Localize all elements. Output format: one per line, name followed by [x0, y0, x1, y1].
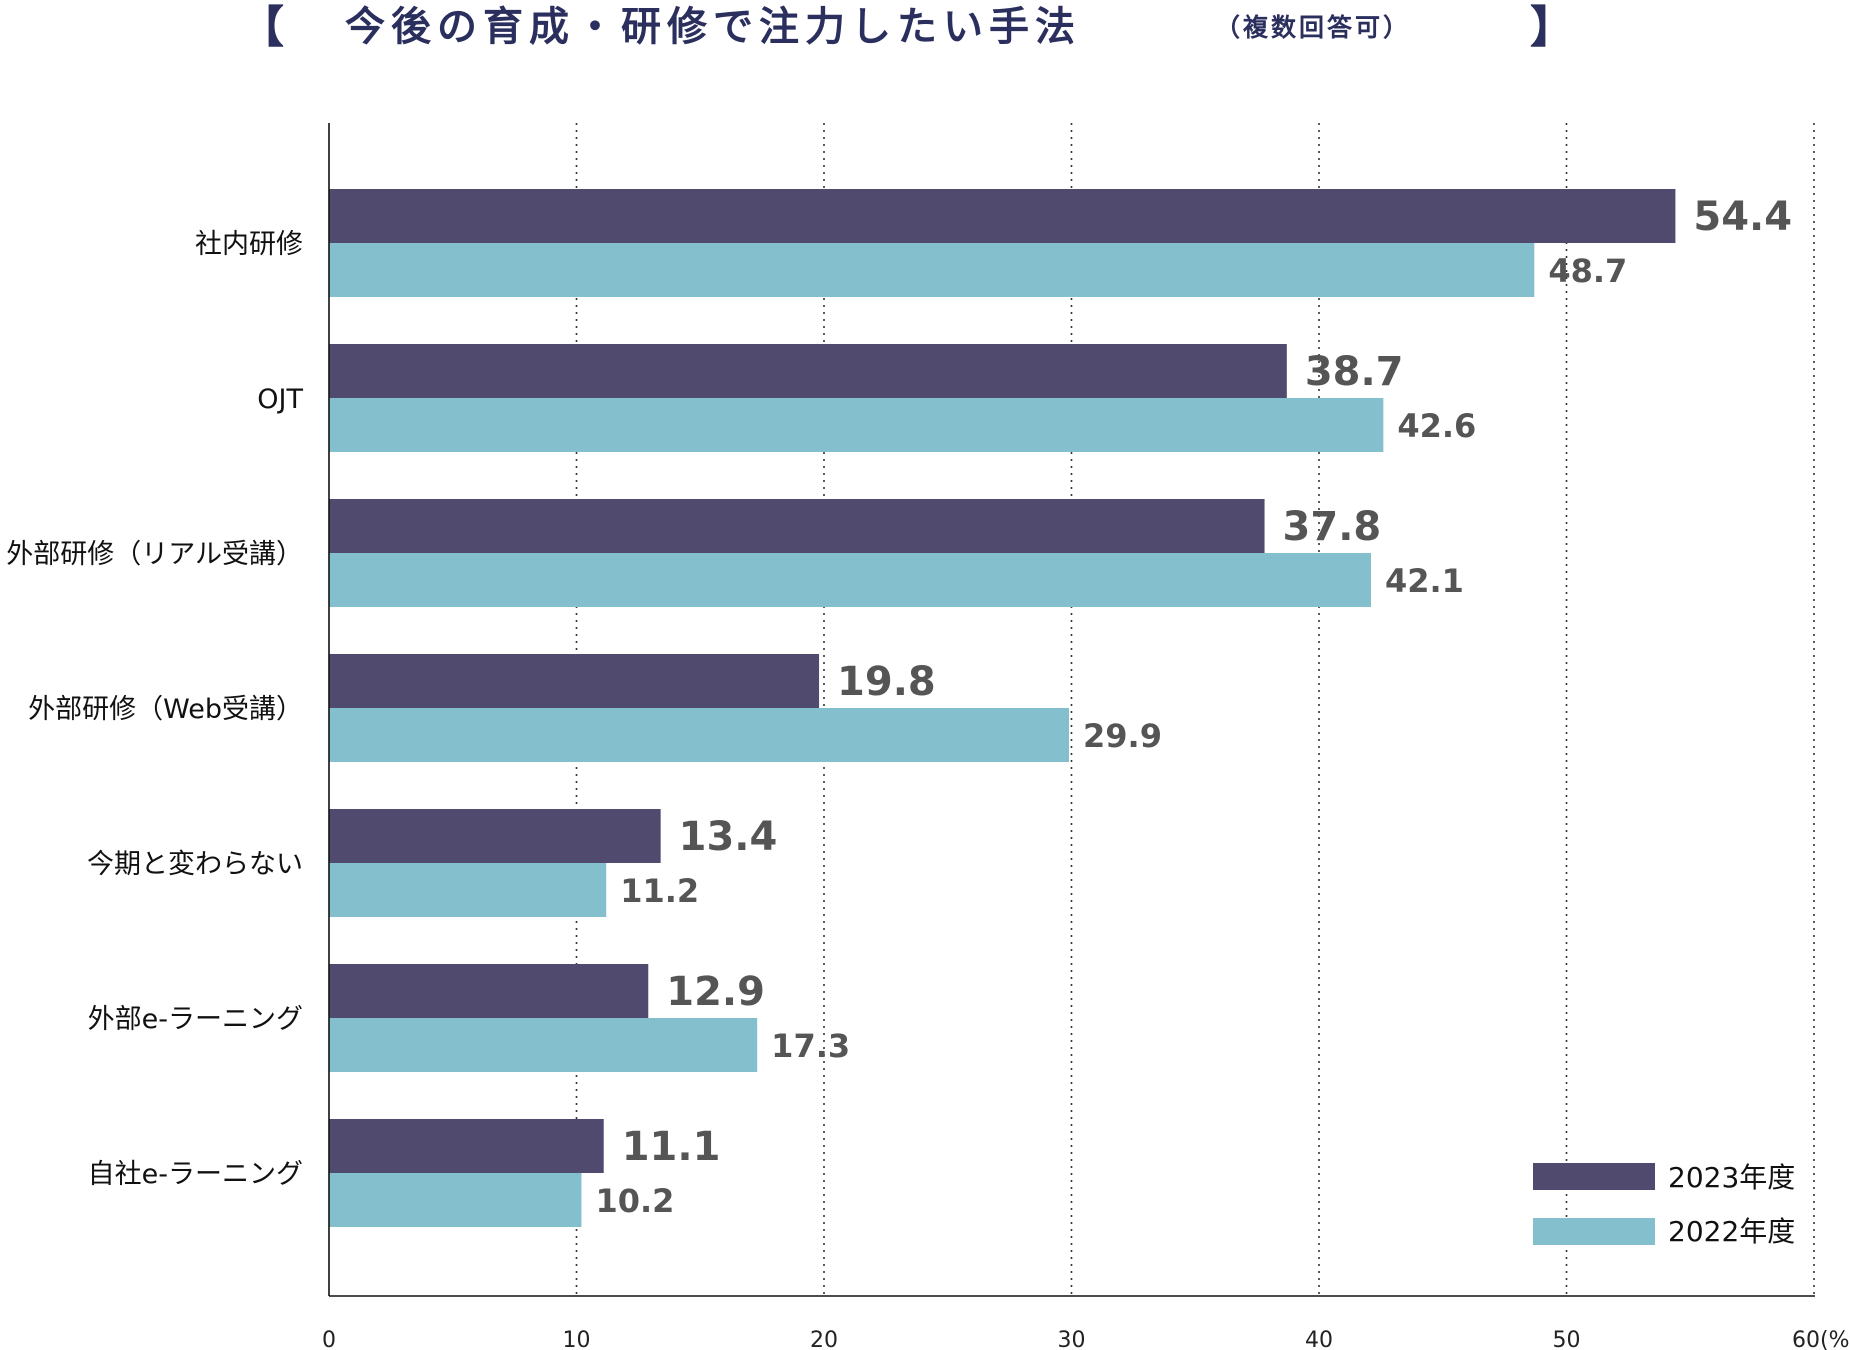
category-label: 外部研修（Web受講）	[28, 694, 303, 725]
legend: 2023年度 2022年度	[1533, 1161, 1795, 1248]
value-label-2023: 37.8	[1283, 504, 1382, 550]
title-bracket-open: 【	[240, 2, 284, 53]
bar-2023	[329, 189, 1676, 243]
value-label-2022: 11.2	[620, 872, 699, 910]
title-subtitle: （複数回答可）	[1215, 13, 1411, 42]
x-tick-label: 10	[563, 1328, 591, 1350]
value-label-2022: 42.1	[1385, 562, 1464, 600]
value-label-2022: 42.6	[1397, 407, 1476, 445]
title-main: 今後の育成・研修で注力したい手法	[345, 4, 1081, 50]
legend-label-2023: 2023年度	[1668, 1161, 1795, 1194]
x-tick-label: 20	[810, 1328, 838, 1350]
legend-label-2022: 2022年度	[1668, 1215, 1795, 1248]
value-label-2022: 10.2	[595, 1182, 674, 1220]
bar-2022	[329, 708, 1070, 762]
value-label-2023: 13.4	[679, 814, 778, 860]
legend-swatch-2022	[1533, 1218, 1655, 1245]
value-label-2022: 17.3	[771, 1027, 850, 1065]
x-tick-label: 60(%)	[1792, 1328, 1850, 1350]
category-label: OJT	[257, 384, 303, 415]
value-label-2023: 54.4	[1693, 194, 1792, 240]
bar-2023	[329, 654, 820, 708]
value-label-2022: 29.9	[1083, 717, 1162, 755]
value-label-2023: 19.8	[837, 659, 936, 705]
chart-title: 【 今後の育成・研修で注力したい手法 （複数回答可） 】	[240, 2, 1574, 53]
bars	[329, 189, 1676, 1227]
bar-2023	[329, 964, 649, 1018]
value-label-2023: 11.1	[622, 1124, 721, 1170]
x-tick-label: 30	[1058, 1328, 1086, 1350]
title-bracket-close: 】	[1530, 2, 1574, 53]
bar-2023	[329, 499, 1265, 553]
value-label-2022: 48.7	[1548, 252, 1627, 290]
category-label: 外部e-ラーニング	[88, 1004, 303, 1035]
category-label: 社内研修	[195, 229, 303, 260]
bar-2022	[329, 863, 607, 917]
category-label: 外部研修（リアル受講）	[6, 539, 303, 570]
category-label: 自社e-ラーニング	[88, 1159, 303, 1190]
bar-2022	[329, 1018, 758, 1072]
labels: 社内研修 54.4 48.7 OJT 38.7 42.6 外部研修（リアル受講） 37.842…	[6, 194, 1792, 1220]
bar-2022	[329, 553, 1371, 607]
bar-2023	[329, 809, 661, 863]
bar-2023	[329, 344, 1287, 398]
bar-2022	[329, 398, 1384, 452]
x-tick-label: 0	[322, 1328, 336, 1350]
value-label-2023: 12.9	[666, 969, 765, 1015]
bar-2023	[329, 1119, 604, 1173]
value-label-2023: 38.7	[1305, 349, 1404, 395]
bar-2022	[329, 243, 1535, 297]
bar-2022	[329, 1173, 582, 1227]
legend-swatch-2023	[1533, 1163, 1655, 1190]
x-tick-label: 50	[1553, 1328, 1581, 1350]
x-tick-label: 40	[1305, 1328, 1333, 1350]
axes: 0 10 20 30 40 50 60(%)	[322, 123, 1850, 1350]
category-label: 今期と変わらない	[87, 849, 303, 880]
